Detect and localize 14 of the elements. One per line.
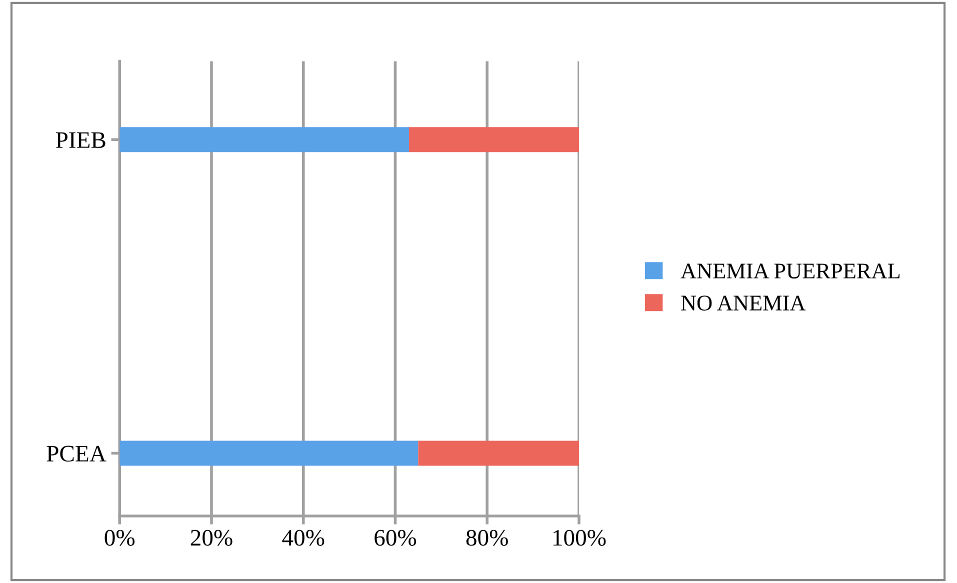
bar [120, 127, 410, 152]
x-tick-label: 40% [282, 530, 324, 546]
legend-label: NO ANEMIA [681, 296, 806, 311]
legend-label: ANEMIA PUERPERAL [680, 264, 900, 279]
x-tick-label: 60% [374, 530, 416, 546]
x-tick-label: 80% [466, 530, 508, 546]
bar [418, 440, 579, 466]
x-tick-label: 100% [554, 530, 606, 546]
y-tick-label: PIEB [56, 132, 106, 148]
bar [120, 440, 418, 466]
x-tick-label: 20% [190, 530, 232, 546]
y-tick-label: PCEA [46, 446, 106, 462]
x-tick-label: 0% [104, 530, 135, 546]
bar [409, 127, 579, 152]
